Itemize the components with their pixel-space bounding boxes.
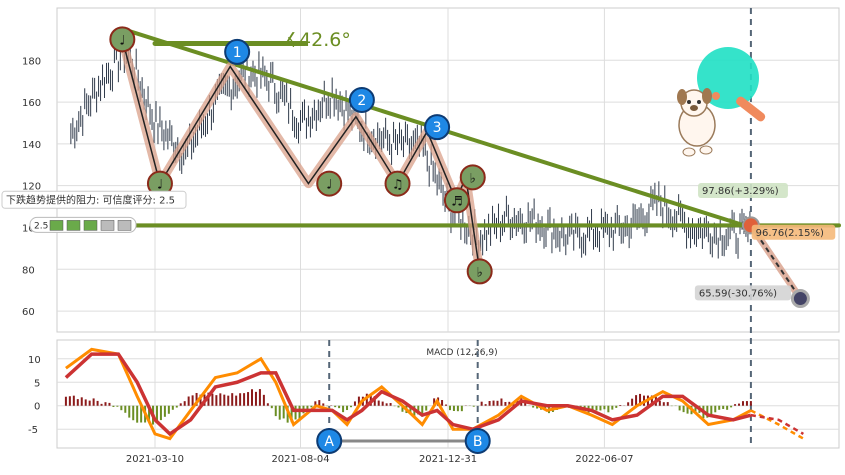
price-y-tick-label: 140	[22, 140, 41, 151]
macd-y-tick-label: 0	[34, 402, 40, 413]
x-tick-label: 2021-12-31	[419, 454, 477, 465]
rating-value: 2.5	[34, 221, 48, 231]
note-marker	[466, 258, 493, 285]
pattern-markers: 1 2 3 ♩ ♩ ♩ ♫ ♬ ♭ ♭	[109, 26, 810, 309]
divergence-marker-label: A	[324, 434, 334, 450]
price-annotation-box	[698, 182, 788, 198]
note-marker-label: ♩	[157, 178, 163, 193]
note-marker-label: ♩	[119, 33, 125, 48]
star-rating-icon	[83, 220, 98, 231]
note-marker	[109, 26, 136, 53]
price-y-tick-label: 120	[22, 182, 41, 193]
note-marker-label: ♫	[392, 178, 404, 193]
macd-y-tick-label: -5	[28, 425, 38, 436]
price-y-tick-label: 160	[22, 98, 41, 109]
price-annotation-label: 97.86(+3.29%)	[702, 186, 779, 197]
macd-title: MACD (12,26,9)	[426, 348, 497, 358]
peak-marker	[424, 114, 451, 141]
note-marker	[443, 187, 470, 214]
divergence-marker	[464, 427, 491, 454]
peak-marker-label: 2	[357, 93, 366, 109]
star-rating-icon	[49, 220, 64, 231]
price-y-tick-label: 60	[22, 307, 35, 318]
price-y-tick-label: 180	[22, 56, 41, 67]
resistance-note-box	[1, 190, 187, 209]
divergence-marker-label: B	[473, 434, 483, 450]
note-marker	[384, 170, 411, 197]
peak-marker	[348, 86, 375, 113]
x-tick-label: 2022-06-07	[575, 454, 633, 465]
note-marker	[316, 170, 343, 197]
x-tick-label: 2021-08-04	[271, 454, 329, 465]
price-annotation-box	[694, 285, 792, 301]
angle-label: ∡42.6°	[282, 29, 351, 51]
divergence-marker	[316, 427, 343, 454]
forecast-line	[750, 224, 802, 300]
peak-marker-label: 1	[233, 45, 242, 61]
resistance-note: 下跌趋势提供的阻力: 可信度评分: 2.5	[6, 193, 175, 206]
star-rating-icon	[117, 220, 132, 231]
macd-dif-forecast	[750, 409, 804, 440]
x-tick-label: 2021-03-10	[126, 454, 184, 465]
macd-y-tick-label: 10	[28, 355, 41, 366]
dog-with-paddle-icon	[677, 47, 766, 157]
price-annotation-box	[751, 224, 836, 240]
note-marker-label: ♩	[326, 178, 332, 193]
star-rating-icon	[100, 220, 115, 231]
peak-marker	[224, 38, 251, 65]
note-marker-label: ♬	[451, 194, 463, 209]
note-marker-label: ♭	[470, 171, 476, 186]
macd-dea-forecast	[750, 413, 804, 435]
price-annotation-label: 65.59(-30.76%)	[699, 288, 777, 299]
chart-labels: 6080100120140160180-505102021-03-102021-…	[1, 29, 836, 465]
macd-dea-line	[64, 352, 752, 437]
macd-panel: MACD (12,26,9) A B	[64, 340, 804, 454]
peak-marker-label: 3	[433, 120, 442, 136]
star-rating-icon	[66, 220, 81, 231]
forecast-target-dot	[790, 289, 810, 309]
note-marker	[459, 164, 486, 191]
macd-y-tick-label: 5	[34, 378, 40, 389]
price-annotation-label: 96.76(2.15%)	[756, 228, 824, 239]
price-y-tick-label: 80	[22, 265, 35, 276]
note-marker-label: ♭	[477, 265, 483, 280]
